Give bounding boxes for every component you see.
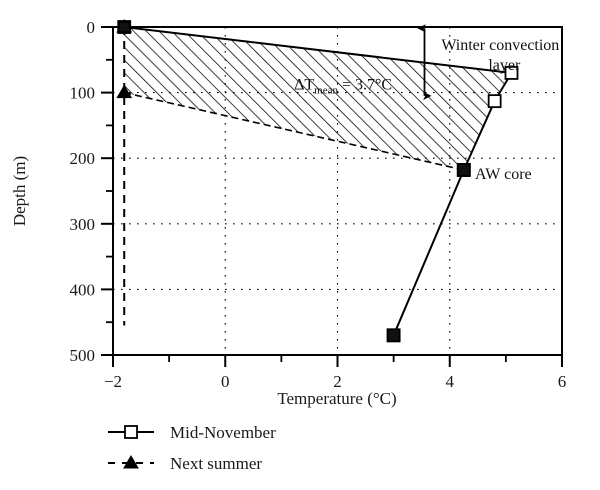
y-tick-label: 100 [70,84,96,103]
data-point-marker [487,94,502,109]
axis-ticks [101,26,563,367]
legend-marker [124,425,138,439]
aw-core-annotation: AW core [475,166,532,183]
x-tick-label: 0 [221,372,230,391]
y-tick-label: 500 [70,346,96,365]
winter-convection-hatch [124,27,512,171]
chart-legend: Mid-November Next summer [108,423,276,473]
x-tick-label: 4 [446,372,455,391]
x-axis-label: Temperature (°C) [277,389,396,408]
x-tick-label: 6 [558,372,567,391]
data-point-marker [116,84,133,99]
winter-convection-layer-line2: layer [488,57,521,74]
delta-t-mean-annotation: ΔTmean = 3.7°C [294,76,392,96]
y-tick-label: 400 [70,280,96,299]
aw-core-marker [456,163,471,177]
annotations-group: ΔTmean = 3.7°C Winter convection layer AW c… [294,24,559,183]
data-point-marker [504,66,519,80]
deep-point-marker [386,328,401,343]
legend-label-next-summer: Next summer [170,454,262,473]
y-tick-label: 0 [87,18,96,37]
x-tick-label: −2 [104,372,122,391]
legend-label-mid-november: Mid-November [170,423,276,442]
data-series-group [116,19,519,343]
axis-tick-labels: 0 100 200 300 400 500 −2 0 2 4 6 [70,18,567,391]
y-tick-label: 200 [70,149,96,168]
x-tick-label: 2 [333,372,342,391]
winter-convection-layer-line1: Winter convection [441,37,559,54]
y-tick-label: 300 [70,215,96,234]
shaded-region [124,27,512,171]
y-axis-label: Depth (m) [10,156,29,226]
hatch-lower-boundary [124,91,464,171]
surface-point-marker [118,21,131,33]
legend-marker [123,455,139,469]
